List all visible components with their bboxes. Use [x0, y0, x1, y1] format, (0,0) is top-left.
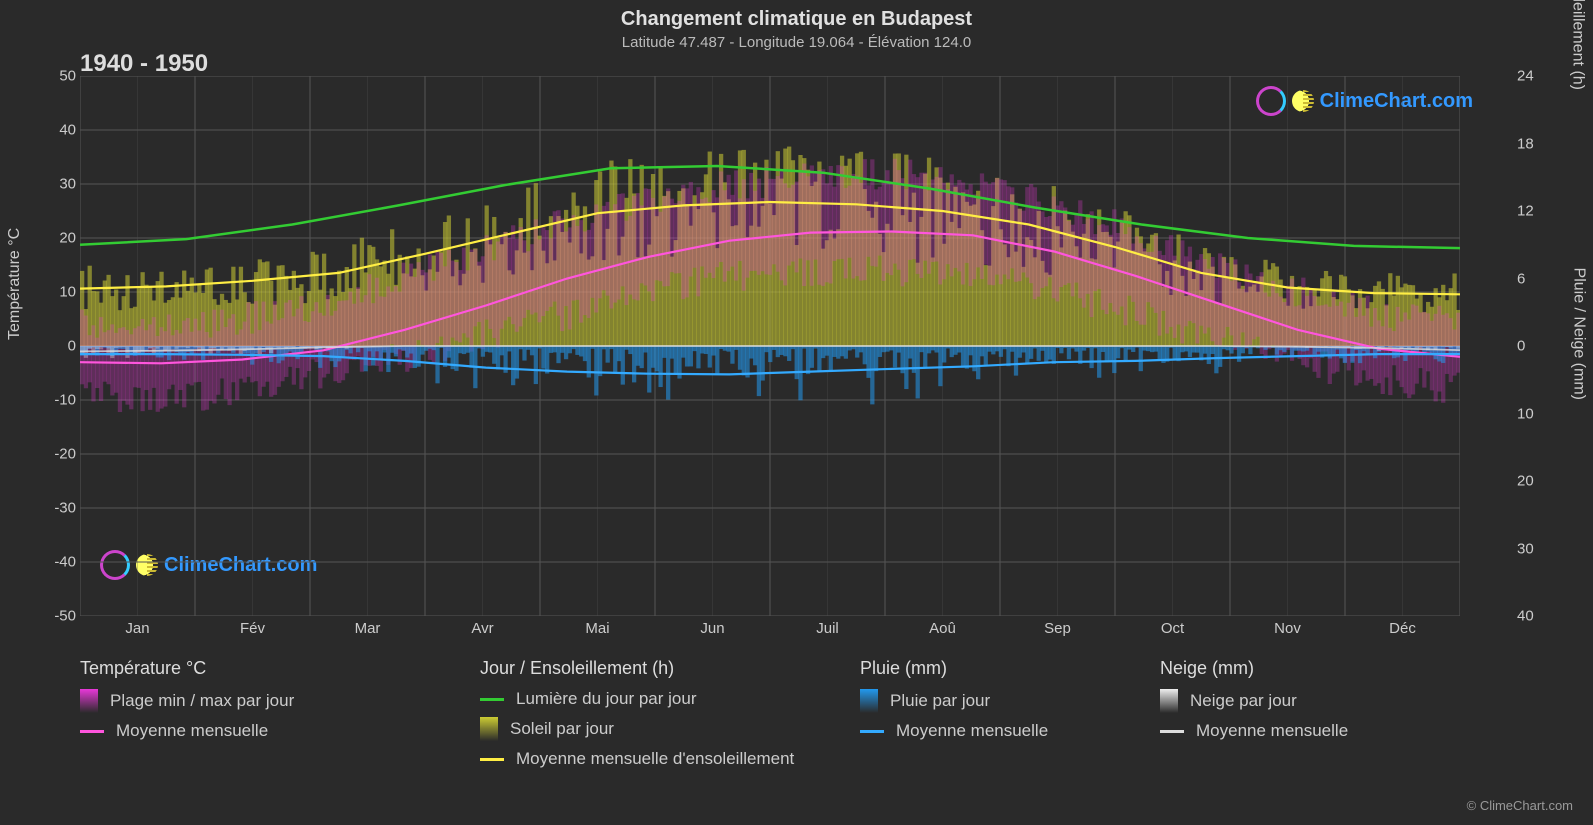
y-tick-right-hours: 6: [1517, 270, 1551, 287]
legend-item: Moyenne mensuelle: [1160, 721, 1460, 741]
x-tick-month: Mar: [355, 620, 381, 637]
legend-label: Moyenne mensuelle: [1196, 721, 1348, 741]
legend-label: Lumière du jour par jour: [516, 689, 696, 709]
y-tick-left: -20: [42, 446, 76, 463]
copyright: © ClimeChart.com: [1467, 798, 1573, 813]
legend-column-title: Neige (mm): [1160, 658, 1460, 679]
y-tick-left: 30: [42, 176, 76, 193]
climate-chart: [80, 76, 1460, 616]
legend-column-title: Pluie (mm): [860, 658, 1160, 679]
legend-item: Soleil par jour: [480, 717, 860, 741]
legend-column: Pluie (mm) Pluie par jour Moyenne mensuell…: [860, 658, 1160, 777]
y-tick-left: -40: [42, 554, 76, 571]
x-tick-month: Avr: [471, 620, 493, 637]
x-tick-month: Oct: [1161, 620, 1184, 637]
legend-swatch: [80, 730, 104, 733]
legend-label: Moyenne mensuelle: [896, 721, 1048, 741]
legend-label: Moyenne mensuelle: [116, 721, 268, 741]
x-tick-month: Déc: [1389, 620, 1416, 637]
legend-label: Moyenne mensuelle d'ensoleillement: [516, 749, 794, 769]
legend-swatch: [1160, 689, 1178, 713]
x-tick-month: Sep: [1044, 620, 1071, 637]
y-tick-right-mm: 20: [1517, 473, 1551, 490]
legend-label: Pluie par jour: [890, 691, 990, 711]
y-axis-left-label: Température °C: [6, 228, 24, 340]
legend-swatch: [480, 698, 504, 701]
chart-subtitle: Latitude 47.487 - Longitude 19.064 - Élé…: [0, 34, 1593, 51]
legend-column: Température °C Plage min / max par jour Mo…: [80, 658, 480, 777]
x-tick-month: Jun: [700, 620, 724, 637]
y-tick-left: -30: [42, 500, 76, 517]
legend-label: Plage min / max par jour: [110, 691, 294, 711]
legend-column-title: Jour / Ensoleillement (h): [480, 658, 860, 679]
legend-column: Neige (mm) Neige par jour Moyenne mensuell…: [1160, 658, 1460, 777]
legend-item: Moyenne mensuelle d'ensoleillement: [480, 749, 860, 769]
y-tick-right-hours: 0: [1517, 338, 1551, 355]
legend-item: Moyenne mensuelle: [80, 721, 480, 741]
legend-item: Moyenne mensuelle: [860, 721, 1160, 741]
y-tick-right-hours: 24: [1517, 68, 1551, 85]
y-tick-left: 0: [42, 338, 76, 355]
legend-label: Neige par jour: [1190, 691, 1297, 711]
legend-swatch: [80, 689, 98, 713]
y-tick-left: -10: [42, 392, 76, 409]
x-tick-month: Aoû: [929, 620, 956, 637]
x-tick-month: Mai: [585, 620, 609, 637]
y-tick-right-hours: 12: [1517, 203, 1551, 220]
legend-item: Neige par jour: [1160, 689, 1460, 713]
legend-label: Soleil par jour: [510, 719, 614, 739]
x-tick-month: Fév: [240, 620, 265, 637]
y-axis-right-bottom-label: Pluie / Neige (mm): [1569, 268, 1587, 400]
legend-column: Jour / Ensoleillement (h) Lumière du jour…: [480, 658, 860, 777]
legend-swatch: [480, 758, 504, 761]
y-tick-left: 10: [42, 284, 76, 301]
y-tick-left: 50: [42, 68, 76, 85]
legend-item: Lumière du jour par jour: [480, 689, 860, 709]
y-axis-right-top-label: Jour / Ensoleillement (h): [1569, 0, 1587, 90]
legend-item: Plage min / max par jour: [80, 689, 480, 713]
x-tick-month: Jan: [125, 620, 149, 637]
legend-item: Pluie par jour: [860, 689, 1160, 713]
y-tick-right-hours: 18: [1517, 135, 1551, 152]
y-tick-right-mm: 10: [1517, 405, 1551, 422]
chart-title: Changement climatique en Budapest: [0, 8, 1593, 31]
period-label: 1940 - 1950: [80, 50, 208, 78]
x-tick-month: Juil: [816, 620, 839, 637]
y-tick-left: 20: [42, 230, 76, 247]
legend-swatch: [480, 717, 498, 741]
y-tick-right-mm: 30: [1517, 540, 1551, 557]
chart-container: Changement climatique en Budapest Latitu…: [0, 0, 1593, 825]
y-tick-right-mm: 40: [1517, 608, 1551, 625]
legend-swatch: [1160, 730, 1184, 733]
y-tick-left: -50: [42, 608, 76, 625]
legend-swatch: [860, 689, 878, 713]
legend-column-title: Température °C: [80, 658, 480, 679]
y-tick-left: 40: [42, 122, 76, 139]
legend-swatch: [860, 730, 884, 733]
x-tick-month: Nov: [1274, 620, 1301, 637]
legend: Température °C Plage min / max par jour Mo…: [80, 658, 1460, 777]
